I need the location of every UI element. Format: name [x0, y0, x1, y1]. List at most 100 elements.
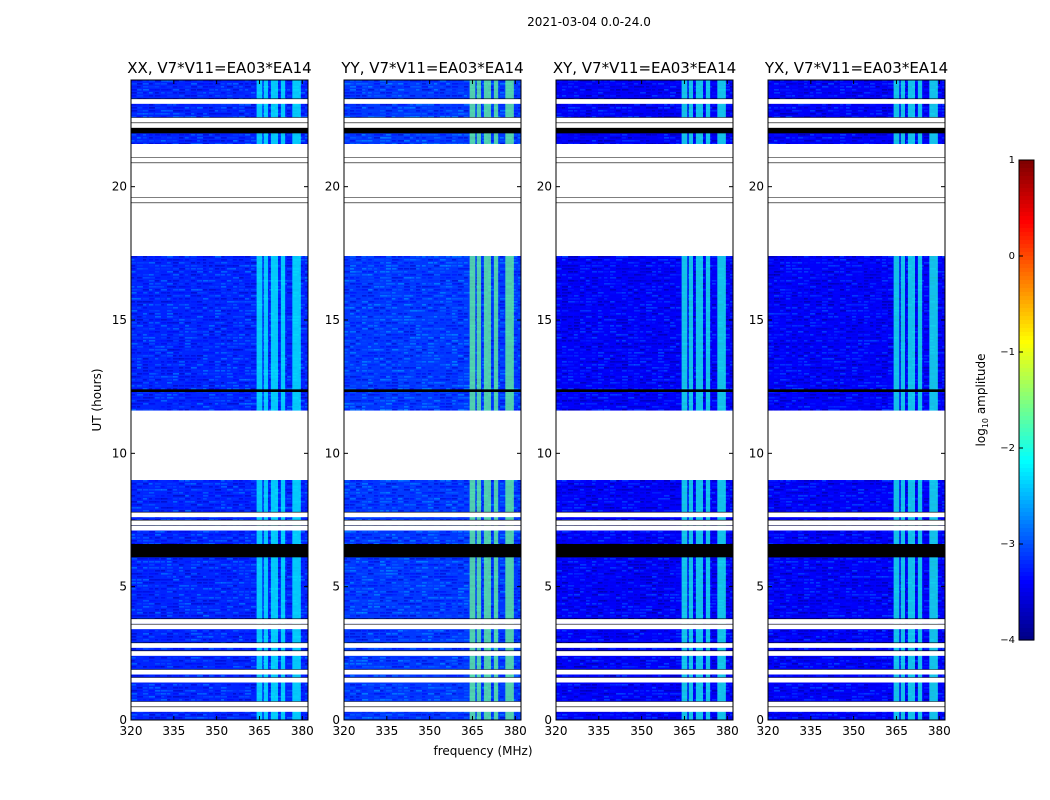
noise-cell: [131, 519, 136, 521]
noise-cell: [167, 501, 171, 503]
noise-cell: [269, 352, 273, 354]
noise-cell: [149, 576, 154, 578]
noise-cell: [305, 489, 308, 491]
noise-cell: [233, 606, 238, 608]
noise-cell: [203, 298, 209, 300]
noise-cell: [209, 292, 214, 294]
noise-cell: [191, 699, 195, 701]
noise-cell: [149, 328, 155, 330]
noise-cell: [185, 486, 190, 488]
noise-cell: [173, 262, 179, 264]
noise-cell: [155, 534, 162, 536]
noise-cell: [251, 331, 258, 333]
noise-cell: [251, 394, 257, 396]
noise-cell: [179, 271, 184, 273]
x-tick-label: 365: [248, 724, 271, 738]
noise-cell: [173, 274, 180, 276]
noise-cell: [227, 492, 231, 494]
noise-cell: [209, 325, 215, 327]
noise-cell: [245, 337, 250, 339]
noise-cell: [185, 280, 189, 282]
noise-cell: [203, 666, 208, 668]
noise-cell: [227, 316, 234, 318]
noise-cell: [305, 609, 308, 611]
noise-cell: [209, 579, 215, 581]
noise-cell: [275, 696, 282, 698]
noise-cell: [167, 373, 173, 375]
noise-cell: [155, 657, 161, 659]
noise-cell: [287, 283, 294, 285]
noise-cell: [287, 292, 294, 294]
noise-cell: [275, 113, 282, 115]
noise-cell: [410, 498, 415, 500]
noise-cell: [227, 660, 232, 662]
noise-cell: [428, 492, 434, 494]
noise-cell: [239, 259, 244, 261]
noise-cell: [167, 699, 171, 701]
noise-cell: [251, 361, 255, 363]
noise-cell: [344, 486, 349, 488]
noise-cell: [233, 92, 237, 94]
noise-cell: [428, 483, 434, 485]
noise-cell: [239, 92, 244, 94]
noise-cell: [245, 322, 252, 324]
noise-cell: [221, 113, 227, 115]
noise-cell: [137, 325, 144, 327]
noise-cell: [203, 328, 208, 330]
noise-cell: [197, 143, 203, 145]
flag-row: [131, 650, 308, 656]
noise-cell: [512, 501, 517, 503]
noise-cell: [203, 313, 210, 315]
noise-cell: [149, 313, 155, 315]
noise-cell: [233, 361, 239, 363]
noise-cell: [416, 489, 420, 491]
noise-cell: [287, 113, 291, 115]
noise-cell: [185, 256, 189, 258]
noise-cell: [131, 534, 135, 536]
noise-cell: [215, 558, 221, 560]
noise-cell: [239, 370, 244, 372]
noise-cell: [251, 286, 255, 288]
noise-cell: [185, 262, 191, 264]
noise-cell: [191, 80, 198, 82]
noise-cell: [191, 394, 196, 396]
noise-cell: [161, 597, 166, 599]
noise-cell: [209, 585, 214, 587]
noise-cell: [221, 492, 225, 494]
noise-cell: [356, 507, 363, 509]
noise-cell: [233, 86, 238, 88]
noise-cell: [221, 295, 225, 297]
noise-cell: [149, 301, 154, 303]
noise-cell: [137, 609, 143, 611]
noise-cell: [227, 648, 234, 650]
noise-cell: [287, 379, 291, 381]
noise-cell: [215, 409, 221, 411]
noise-cell: [251, 540, 257, 542]
noise-cell: [287, 370, 293, 372]
noise-cell: [287, 570, 292, 572]
noise-cell: [215, 561, 220, 563]
flag-row: [131, 642, 308, 648]
noise-cell: [179, 274, 184, 276]
noise-cell: [167, 636, 174, 638]
noise-cell: [185, 307, 190, 309]
noise-cell: [209, 358, 215, 360]
noise-cell: [149, 397, 154, 399]
noise-cell: [245, 298, 250, 300]
noise-cell: [161, 510, 165, 512]
noise-cell: [209, 597, 214, 599]
noise-cell: [299, 675, 304, 677]
noise-cell: [185, 382, 192, 384]
noise-cell: [161, 316, 165, 318]
noise-cell: [137, 489, 143, 491]
noise-cell: [362, 483, 369, 485]
noise-cell: [149, 343, 156, 345]
noise-cell: [197, 301, 202, 303]
noise-cell: [173, 400, 177, 402]
noise-cell: [209, 385, 215, 387]
noise-cell: [287, 543, 292, 545]
noise-cell: [233, 699, 239, 701]
noise-cell: [155, 361, 162, 363]
noise-cell: [305, 140, 308, 142]
noise-cell: [197, 597, 204, 599]
